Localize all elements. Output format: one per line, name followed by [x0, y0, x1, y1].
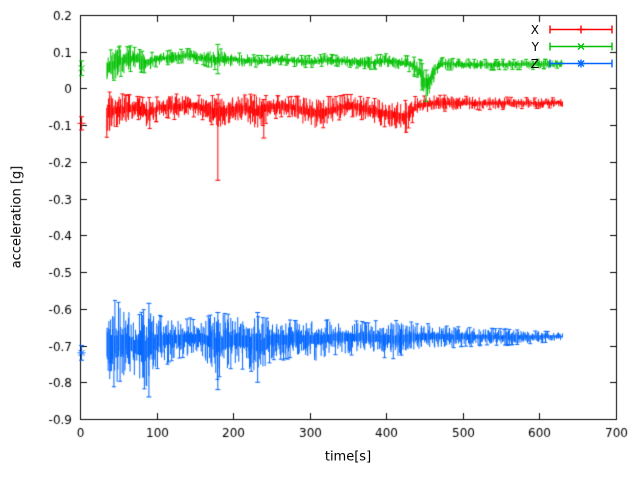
legend-label-x: X [530, 22, 539, 37]
legend-item-y: Y [531, 38, 614, 55]
legend-sample-y [549, 42, 613, 51]
legend-label-y: Y [531, 39, 539, 54]
legend-item-x: X [531, 21, 614, 38]
y-axis-label: acceleration [g] [9, 165, 25, 269]
legend-sample-x [549, 25, 613, 34]
x-axis-label: time[s] [324, 449, 372, 465]
legend-item-z: Z [531, 55, 614, 72]
legend-sample-z [549, 59, 613, 68]
legend-label-z: Z [530, 56, 539, 71]
